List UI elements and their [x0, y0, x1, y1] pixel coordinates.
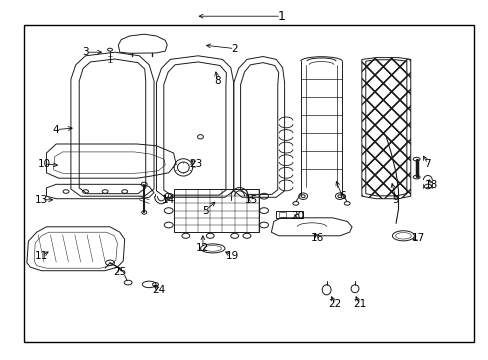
Text: 7: 7 [424, 159, 430, 169]
Text: 12: 12 [196, 243, 209, 253]
Ellipse shape [412, 175, 419, 179]
Text: 8: 8 [214, 76, 221, 86]
Text: 1: 1 [277, 10, 285, 23]
Text: 17: 17 [410, 233, 424, 243]
Text: 6: 6 [338, 191, 345, 201]
Text: 2: 2 [231, 44, 238, 54]
Ellipse shape [412, 157, 419, 161]
Bar [24, 25, 473, 342]
Text: 20: 20 [291, 211, 304, 221]
Text: 19: 19 [225, 251, 239, 261]
Text: 22: 22 [327, 299, 341, 309]
Text: 21: 21 [352, 299, 366, 309]
Polygon shape [361, 58, 410, 199]
Text: 23: 23 [188, 159, 202, 169]
Text: 15: 15 [244, 195, 258, 205]
Text: 25: 25 [113, 267, 126, 277]
Text: 5: 5 [202, 206, 208, 216]
Bar [276, 211, 303, 218]
Text: 18: 18 [424, 180, 437, 190]
Text: 24: 24 [152, 285, 165, 295]
Text: 10: 10 [38, 159, 50, 169]
Text: 9: 9 [392, 195, 399, 205]
Text: 4: 4 [53, 125, 60, 135]
Text: 3: 3 [82, 47, 89, 57]
Text: 11: 11 [35, 251, 48, 261]
Bar [278, 212, 285, 217]
Text: 13: 13 [35, 195, 48, 205]
Text: 16: 16 [310, 233, 324, 243]
Bar [173, 189, 259, 232]
Text: 14: 14 [162, 195, 175, 205]
